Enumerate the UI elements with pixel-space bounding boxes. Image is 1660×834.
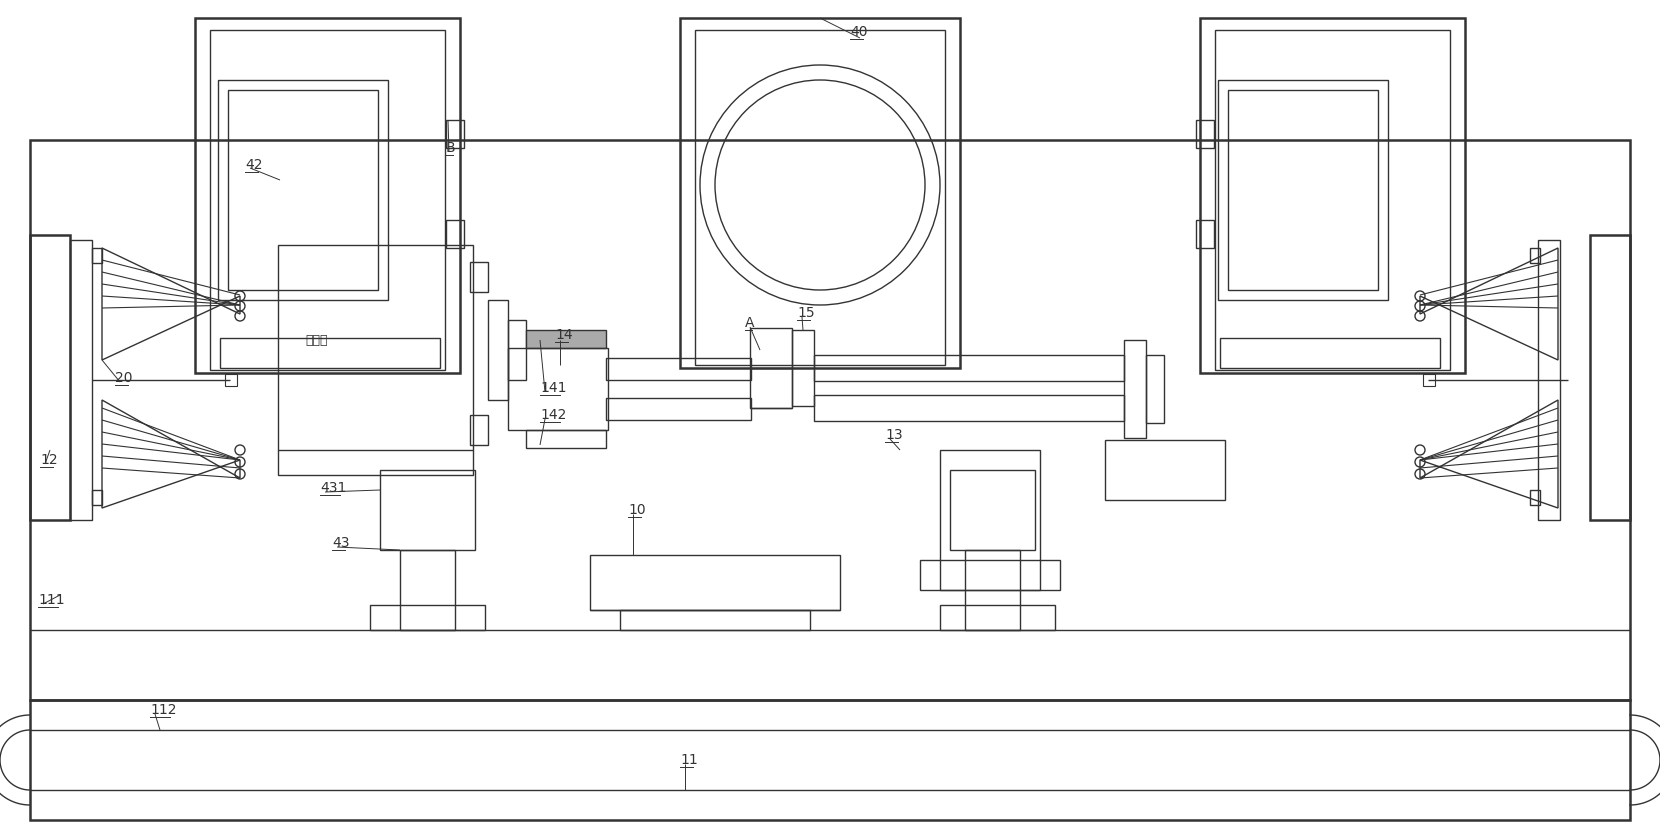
Bar [950,470,1034,550]
Bar [619,610,810,630]
Text: 142: 142 [540,408,566,422]
Bar [1195,120,1213,148]
Text: 111: 111 [38,593,65,607]
Bar [400,550,455,630]
Bar [1228,90,1378,290]
Bar [813,395,1124,421]
Bar [508,320,526,380]
Text: 42: 42 [246,158,262,172]
Bar [1200,18,1466,373]
Bar [589,555,840,610]
Bar [940,450,1041,590]
Bar [370,605,485,630]
Bar [1531,490,1540,505]
Bar [221,338,440,368]
Bar [70,240,91,520]
Bar [470,415,488,445]
Bar [470,262,488,292]
Bar [447,220,465,248]
Bar [508,348,608,430]
Text: 20: 20 [115,371,133,385]
Bar [1124,340,1145,438]
Text: 431: 431 [320,481,347,495]
Bar [606,398,750,420]
Text: 包装桶: 包装桶 [305,334,327,346]
Bar [606,358,750,380]
Text: 11: 11 [681,753,697,767]
Bar [813,355,1124,381]
Text: 13: 13 [885,428,903,442]
Bar [526,330,606,348]
Bar [380,470,475,550]
Bar [488,300,508,400]
Bar [964,550,1019,630]
Bar [681,18,959,368]
Text: 15: 15 [797,306,815,320]
Bar [277,245,473,475]
Bar [194,18,460,373]
Text: 40: 40 [850,25,868,39]
Text: 43: 43 [332,536,350,550]
Bar [91,490,101,505]
Bar [1590,235,1630,520]
Text: 112: 112 [149,703,176,717]
Text: A: A [745,316,755,330]
Bar [696,30,945,365]
Bar [211,30,445,370]
Bar [1215,30,1449,370]
Bar [750,328,792,408]
Bar [217,80,388,300]
Bar [91,248,101,263]
Bar [1539,240,1560,520]
Bar [940,605,1056,630]
Text: 141: 141 [540,381,566,395]
Bar [1531,248,1540,263]
Text: 10: 10 [627,503,646,517]
Bar [227,90,378,290]
Bar [526,430,606,448]
Bar [30,235,70,520]
Bar [1145,355,1164,423]
Bar [1195,220,1213,248]
Text: B: B [447,141,455,155]
Bar [30,140,1630,700]
Text: 12: 12 [40,453,58,467]
Bar [1218,80,1388,300]
Bar [1423,374,1434,386]
Bar [226,374,237,386]
Bar [30,700,1630,820]
Text: 14: 14 [554,328,573,342]
Bar [792,330,813,406]
Bar [1106,440,1225,500]
Bar [920,560,1061,590]
Bar [1220,338,1439,368]
Bar [447,120,465,148]
